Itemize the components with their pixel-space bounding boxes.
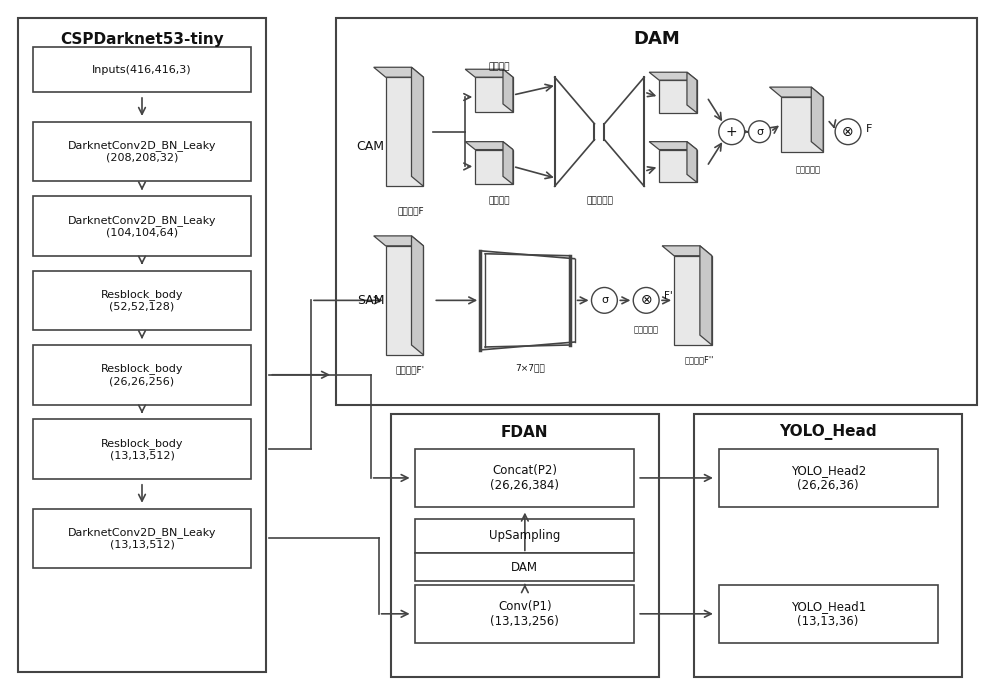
Polygon shape: [700, 246, 712, 345]
Text: YOLO_Head2
(26,26,36): YOLO_Head2 (26,26,36): [791, 464, 866, 492]
Polygon shape: [465, 69, 513, 77]
Bar: [33, 419, 251, 479]
Text: Concat(P2)
(26,26,384): Concat(P2) (26,26,384): [490, 464, 559, 492]
Polygon shape: [475, 149, 513, 184]
Text: σ: σ: [601, 295, 608, 305]
Polygon shape: [659, 80, 697, 113]
Bar: [415, 519, 634, 553]
Polygon shape: [503, 69, 513, 112]
Polygon shape: [649, 142, 697, 149]
Text: F': F': [664, 292, 673, 301]
Text: DAM: DAM: [511, 560, 538, 574]
Polygon shape: [769, 87, 823, 97]
Text: Inputs(416,416,3): Inputs(416,416,3): [92, 65, 192, 75]
Polygon shape: [374, 236, 423, 246]
Text: σ: σ: [756, 126, 763, 137]
Text: 空间注意力: 空间注意力: [634, 325, 659, 334]
Polygon shape: [386, 246, 423, 355]
Bar: [391, 415, 659, 677]
Bar: [33, 345, 251, 404]
Text: Resblock_body
(13,13,512): Resblock_body (13,13,512): [101, 438, 183, 460]
Polygon shape: [662, 246, 712, 256]
Bar: [18, 18, 266, 672]
Text: 输出特征F'': 输出特征F'': [684, 355, 714, 364]
Text: 输入特征F: 输入特征F: [397, 207, 424, 216]
Polygon shape: [503, 142, 513, 184]
Polygon shape: [411, 67, 423, 187]
Text: Resblock_body
(52,52,128): Resblock_body (52,52,128): [101, 289, 183, 312]
Text: 最大池化: 最大池化: [488, 63, 510, 72]
Bar: [415, 449, 634, 507]
Text: CSPDarknet53-tiny: CSPDarknet53-tiny: [60, 32, 224, 47]
Text: 7×7卷积: 7×7卷积: [515, 363, 545, 372]
Text: 通道注意力: 通道注意力: [796, 165, 821, 174]
Polygon shape: [687, 142, 697, 182]
Bar: [33, 509, 251, 568]
Text: YOLO_Head: YOLO_Head: [779, 424, 877, 440]
Text: ⊗: ⊗: [842, 125, 854, 139]
Polygon shape: [475, 77, 513, 112]
Text: 平均池化: 平均池化: [488, 197, 510, 206]
Polygon shape: [374, 67, 423, 77]
Circle shape: [591, 287, 617, 313]
Text: DAM: DAM: [633, 30, 680, 48]
Bar: [719, 449, 938, 507]
Text: Resblock_body
(26,26,256): Resblock_body (26,26,256): [101, 363, 183, 386]
Text: SAM: SAM: [357, 294, 384, 307]
Text: DarknetConv2D_BN_Leaky
(104,104,64): DarknetConv2D_BN_Leaky (104,104,64): [68, 215, 216, 237]
Polygon shape: [674, 256, 712, 345]
Text: CAM: CAM: [357, 140, 385, 153]
Circle shape: [719, 119, 745, 144]
Polygon shape: [811, 87, 823, 151]
Text: 多层感知机: 多层感知机: [586, 197, 613, 206]
Bar: [415, 553, 634, 581]
Bar: [694, 415, 962, 677]
Polygon shape: [465, 142, 513, 149]
Polygon shape: [386, 77, 423, 187]
Text: FDAN: FDAN: [501, 425, 549, 439]
Text: DarknetConv2D_BN_Leaky
(208,208,32): DarknetConv2D_BN_Leaky (208,208,32): [68, 140, 216, 163]
Text: 输入特征F': 输入特征F': [396, 366, 425, 375]
Polygon shape: [649, 73, 697, 80]
Text: +: +: [726, 125, 738, 139]
Circle shape: [835, 119, 861, 144]
Bar: [33, 196, 251, 256]
Text: DarknetConv2D_BN_Leaky
(13,13,512): DarknetConv2D_BN_Leaky (13,13,512): [68, 527, 216, 549]
Bar: [33, 122, 251, 181]
Polygon shape: [687, 73, 697, 113]
Polygon shape: [659, 149, 697, 182]
Bar: [33, 48, 251, 92]
Polygon shape: [781, 97, 823, 151]
Bar: [33, 271, 251, 330]
Circle shape: [633, 287, 659, 313]
Bar: [719, 585, 938, 643]
Text: YOLO_Head1
(13,13,36): YOLO_Head1 (13,13,36): [791, 600, 866, 628]
Circle shape: [749, 121, 770, 142]
Text: ⊗: ⊗: [640, 294, 652, 307]
Text: F: F: [866, 124, 872, 134]
Bar: [415, 585, 634, 643]
Polygon shape: [411, 236, 423, 355]
Bar: [336, 18, 977, 404]
Text: Conv(P1)
(13,13,256): Conv(P1) (13,13,256): [490, 600, 559, 628]
Text: UpSampling: UpSampling: [489, 529, 561, 542]
